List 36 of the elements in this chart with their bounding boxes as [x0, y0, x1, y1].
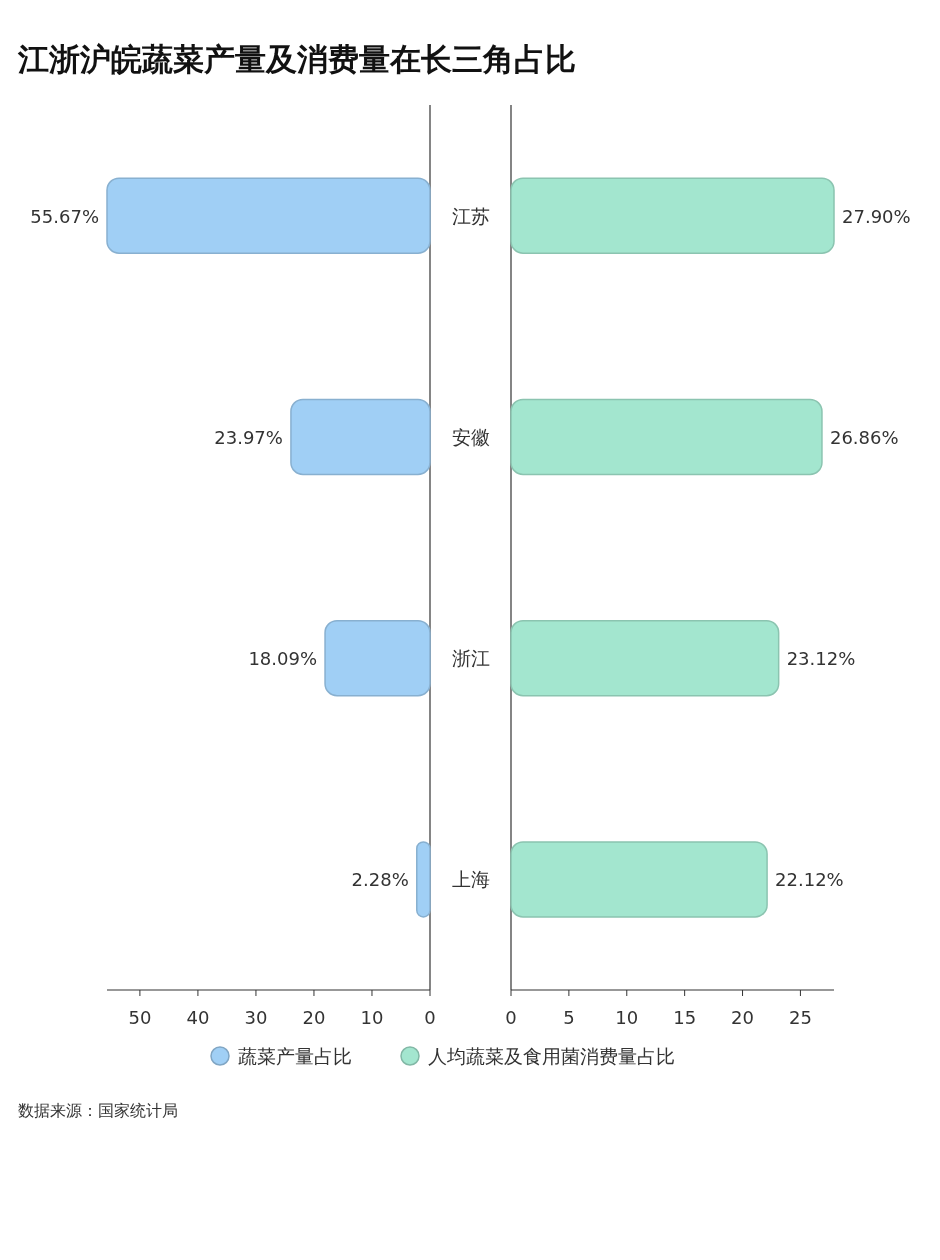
data-label: 23.97%	[214, 426, 283, 448]
y-tick-label: 江苏	[451, 204, 490, 227]
x-tick-label: 15	[673, 1007, 697, 1028]
x-tick-label: 25	[788, 1007, 812, 1028]
bar	[106, 177, 431, 254]
data-label: 27.90%	[842, 205, 911, 227]
data-label: 22.12%	[775, 869, 844, 891]
source-note: 数据来源：国家统计局	[18, 1101, 178, 1120]
data-label: 55.67%	[30, 205, 99, 227]
chart-title: 江浙沪皖蔬菜产量及消费量在长三角占比	[17, 41, 576, 77]
x-tick-label: 0	[424, 1007, 436, 1028]
x-tick-label: 20	[731, 1007, 754, 1028]
data-label: 26.86%	[829, 426, 899, 448]
x-tick-label: 20	[302, 1007, 326, 1028]
data-label: 2.28%	[351, 869, 409, 891]
bar	[510, 398, 823, 476]
x-tick-label: 0	[505, 1007, 517, 1028]
bar	[510, 177, 835, 254]
y-tick-label: 安徽	[451, 425, 490, 448]
x-tick-label: 5	[563, 1007, 575, 1028]
y-tick-label: 浙江	[451, 647, 490, 670]
bar	[324, 619, 431, 697]
bar	[510, 619, 780, 697]
legend-label: 人均蔬菜及食用菌消费量占比	[428, 1045, 675, 1067]
y-tick-label: 上海	[451, 868, 490, 891]
bar	[416, 841, 431, 918]
bar	[510, 841, 768, 918]
data-label: 18.09%	[248, 648, 318, 670]
x-tick-label: 30	[244, 1007, 268, 1028]
x-tick-label: 10	[360, 1007, 384, 1028]
bar	[290, 398, 431, 476]
x-tick-label: 40	[186, 1007, 210, 1028]
data-label: 23.12%	[786, 648, 856, 670]
x-tick-label: 50	[128, 1007, 152, 1028]
legend-label: 蔬菜产量占比	[238, 1045, 352, 1067]
x-tick-label: 10	[615, 1007, 639, 1028]
